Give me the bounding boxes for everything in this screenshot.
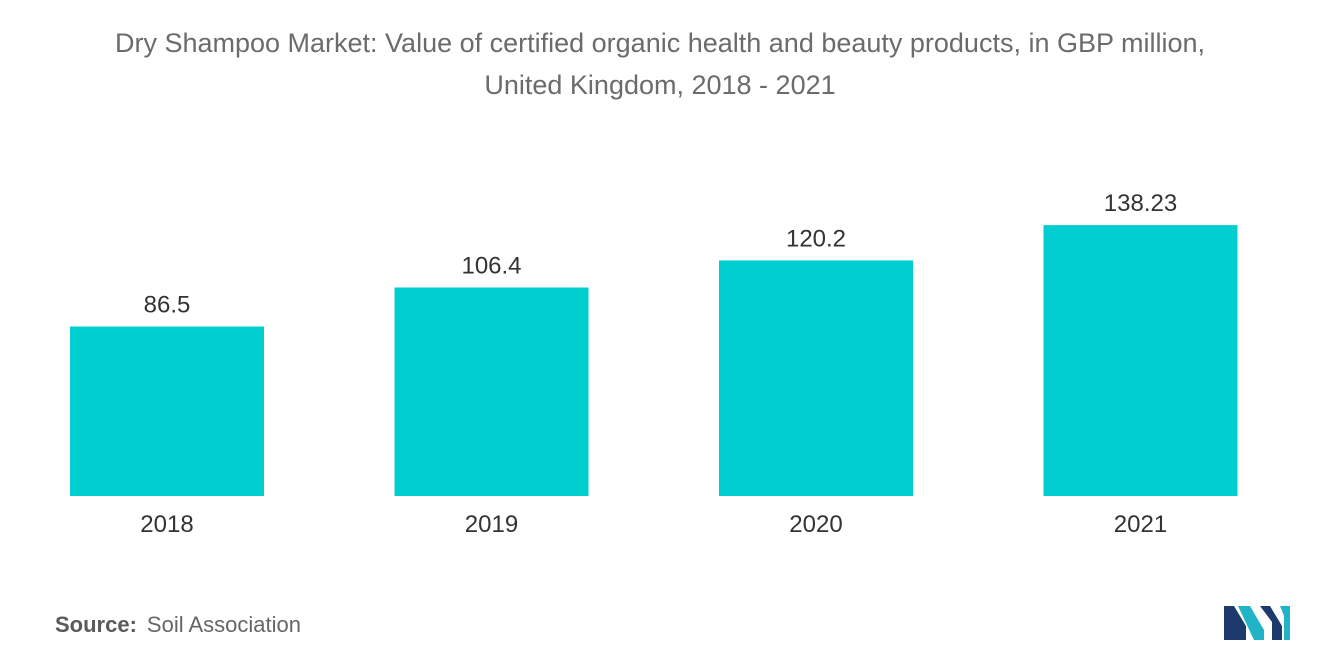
- x-tick-label-2018: 2018: [140, 511, 193, 538]
- logo-shape-middle: [1238, 606, 1264, 640]
- source-note: Source: Soil Association: [55, 612, 301, 638]
- logo-shape-left: [1224, 606, 1246, 640]
- bar-2021: [1043, 225, 1238, 496]
- chart-title: Dry Shampoo Market: Value of certified o…: [0, 22, 1320, 106]
- source-label: Source:: [55, 612, 137, 637]
- bar-2019: [394, 287, 589, 496]
- bar-value-label-2018: 86.5: [144, 292, 191, 319]
- bar-value-label-2020: 120.2: [786, 225, 846, 252]
- bar-value-label-2019: 106.4: [461, 253, 521, 280]
- x-tick-label-2020: 2020: [789, 511, 842, 538]
- x-tick-label-2019: 2019: [465, 511, 518, 538]
- bar-value-label-2021: 138.23: [1104, 190, 1177, 217]
- logo-shape-right: [1260, 606, 1282, 640]
- bars-group: [70, 225, 1238, 496]
- chart-title-line-2: United Kingdom, 2018 - 2021: [484, 70, 836, 100]
- x-axis: 2018 2019 2020 2021: [140, 511, 1167, 538]
- logo-shape-edge: [1280, 606, 1290, 640]
- bar-2018: [70, 326, 264, 496]
- x-tick-label-2021: 2021: [1114, 511, 1167, 538]
- chart-title-line-1: Dry Shampoo Market: Value of certified o…: [114, 28, 1206, 58]
- value-labels-group: 86.5 106.4 120.2 138.23: [144, 190, 1178, 318]
- bar-2020: [719, 260, 913, 496]
- source-text: Soil Association: [146, 612, 302, 637]
- mordor-intelligence-logo-icon: [1224, 606, 1290, 640]
